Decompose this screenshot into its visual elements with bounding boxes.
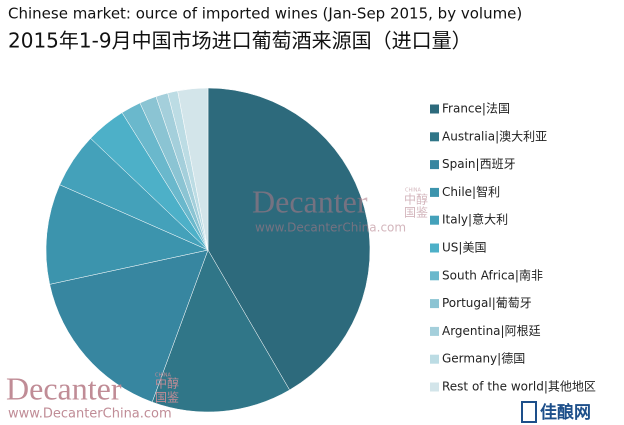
legend-swatch — [430, 326, 439, 336]
legend-swatch — [430, 354, 439, 364]
logo-icon — [521, 401, 537, 423]
watermark-cn: 国鉴 — [155, 391, 179, 405]
legend-label: Germany|德国 — [442, 351, 525, 366]
legend-swatch — [430, 187, 439, 197]
pie-slice — [45, 184, 209, 285]
pie-slice — [49, 249, 209, 403]
legend-swatch — [430, 132, 439, 142]
legend-label: Australia|澳大利亚 — [442, 129, 547, 143]
legend-label: Portugal|葡萄牙 — [442, 296, 532, 310]
legend-swatch — [430, 243, 439, 253]
watermark-url: www.DecanterChina.com — [255, 221, 406, 235]
watermark-bottom: Decanter CHINA 中醇 国鉴 www.DecanterChina.c… — [6, 370, 591, 423]
legend-label: Argentina|阿根廷 — [442, 324, 541, 338]
watermark-brand: Decanter — [6, 370, 122, 406]
legend-swatch — [430, 104, 439, 114]
watermark-china: CHINA — [155, 373, 171, 379]
legend-label: Rest of the world|其他地区 — [442, 380, 596, 394]
watermark-brand: Decanter — [252, 183, 368, 219]
legend-label: France|法国 — [442, 102, 510, 116]
watermark-cn: 中醇 — [155, 376, 179, 391]
legend-label: Italy|意大利 — [442, 212, 508, 227]
legend: France|法国 Australia|澳大利亚 Spain|西班牙 Chile|智利… — [430, 102, 596, 394]
pie — [45, 87, 371, 413]
chart-subtitle: 2015年1-9月中国市场进口葡萄酒来源国（进口量） — [8, 29, 472, 53]
legend-label: South Africa|南非 — [442, 267, 543, 282]
legend-swatch — [430, 271, 439, 281]
pie-slice — [177, 87, 209, 251]
legend-swatch — [430, 382, 439, 392]
pie-slice — [207, 87, 371, 391]
legend-swatch — [430, 299, 439, 309]
chart-title: Chinese market: ource of imported wines … — [8, 5, 522, 23]
watermark-cn: 中醇 — [404, 192, 428, 207]
legend-label: Chile|智利 — [442, 184, 500, 199]
watermark-cn: 国鉴 — [404, 206, 428, 220]
watermark-china: CHINA — [405, 188, 421, 194]
legend-label: US|美国 — [442, 241, 486, 255]
legend-swatch — [430, 215, 439, 225]
legend-swatch — [430, 160, 439, 170]
watermark-logo: 佳酿网 — [540, 402, 591, 423]
watermark-center: Decanter CHINA 中醇 国鉴 www.DecanterChina.c… — [252, 183, 428, 234]
legend-label: Spain|西班牙 — [442, 157, 516, 171]
watermark-url: www.DecanterChina.com — [8, 407, 172, 422]
pie-slice — [151, 249, 290, 413]
